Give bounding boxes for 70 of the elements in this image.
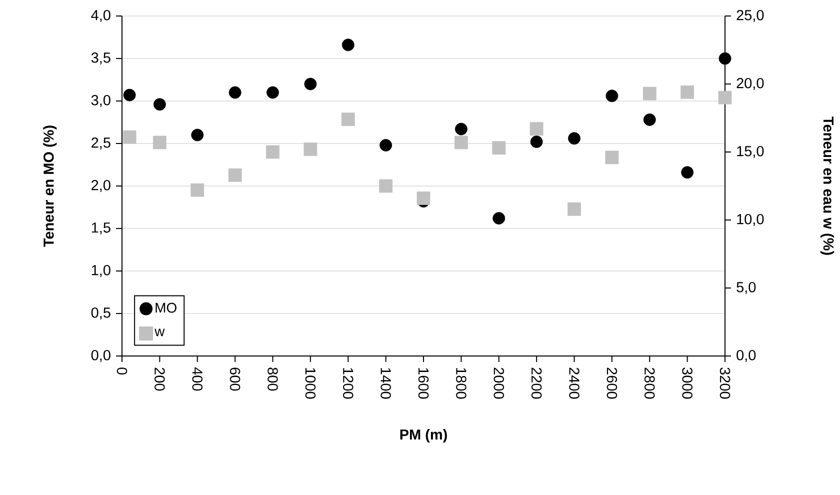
point [228, 86, 242, 99]
point [341, 112, 355, 126]
point [530, 136, 543, 148]
x-tick-label: 1200 [342, 368, 354, 399]
y-tick-label: 2,0 [92, 180, 110, 192]
y2-tick-label: 15,0 [737, 146, 764, 158]
point [190, 183, 204, 197]
point [342, 38, 354, 52]
x-axis-title: PM (m) [400, 429, 447, 443]
point [492, 141, 506, 155]
x-tick-label: 3000 [682, 368, 692, 399]
x-tick-label: 0 [116, 368, 128, 375]
point [530, 122, 544, 136]
y2-axis-title: Teneur en eau w (%) [820, 116, 834, 255]
y2-tick-label: 5,0 [736, 282, 756, 294]
y-tick-label: 2,5 [92, 138, 110, 150]
legend-label: w [154, 328, 165, 336]
point [642, 86, 656, 100]
x-tick-label: 200 [154, 368, 165, 391]
y-tick-label: 3,0 [91, 95, 110, 107]
point [454, 136, 468, 150]
y2-tick-label: 0,0 [736, 350, 756, 362]
x-tick-label: 1400 [380, 368, 391, 399]
point [492, 212, 506, 224]
x-tick-label: 1600 [418, 368, 429, 399]
point [718, 90, 732, 104]
point [266, 86, 279, 99]
point [680, 85, 694, 99]
point [266, 145, 280, 159]
point [123, 88, 136, 102]
y2-tick-label: 25,0 [736, 10, 764, 22]
x-tick-label: 2400 [569, 368, 580, 399]
point [454, 122, 468, 136]
y-tick-label: 4,0 [91, 10, 110, 22]
point [152, 136, 166, 150]
point [605, 150, 619, 164]
y-tick-label: 1,5 [92, 222, 110, 234]
y2-tick-label: 20,0 [736, 78, 764, 90]
point [568, 202, 581, 216]
point [228, 168, 242, 182]
point [718, 52, 732, 65]
x-tick-label: 2000 [494, 368, 504, 399]
legend-label: MO [156, 302, 176, 313]
y-tick-label: 1,0 [92, 265, 110, 277]
point [153, 98, 166, 111]
point [304, 142, 318, 156]
x-tick-label: 3200 [720, 368, 730, 399]
point [416, 192, 430, 205]
y-axis-title: Teneur en MO (%) [43, 126, 57, 247]
y2-tick-label: 10,0 [737, 214, 764, 226]
x-tick-label: 2600 [606, 368, 618, 399]
point [568, 132, 580, 145]
x-tick-label: 1800 [456, 368, 466, 399]
y-tick-label: 0,0 [91, 350, 110, 362]
x-tick-label: 1000 [305, 368, 316, 399]
point [606, 90, 618, 102]
point [380, 138, 392, 152]
point [122, 130, 136, 144]
x-tick-label: 800 [268, 368, 278, 391]
x-tick-label: 400 [192, 367, 203, 391]
point [191, 128, 204, 142]
point [379, 179, 393, 193]
point [681, 166, 694, 179]
y-tick-label: 0,5 [91, 308, 110, 320]
point [304, 78, 317, 90]
y-tick-label: 3,5 [91, 52, 110, 64]
x-tick-label: 600 [230, 368, 240, 391]
x-tick-label: 2800 [644, 368, 655, 399]
x-tick-label: 2200 [531, 368, 542, 399]
point [643, 114, 656, 126]
